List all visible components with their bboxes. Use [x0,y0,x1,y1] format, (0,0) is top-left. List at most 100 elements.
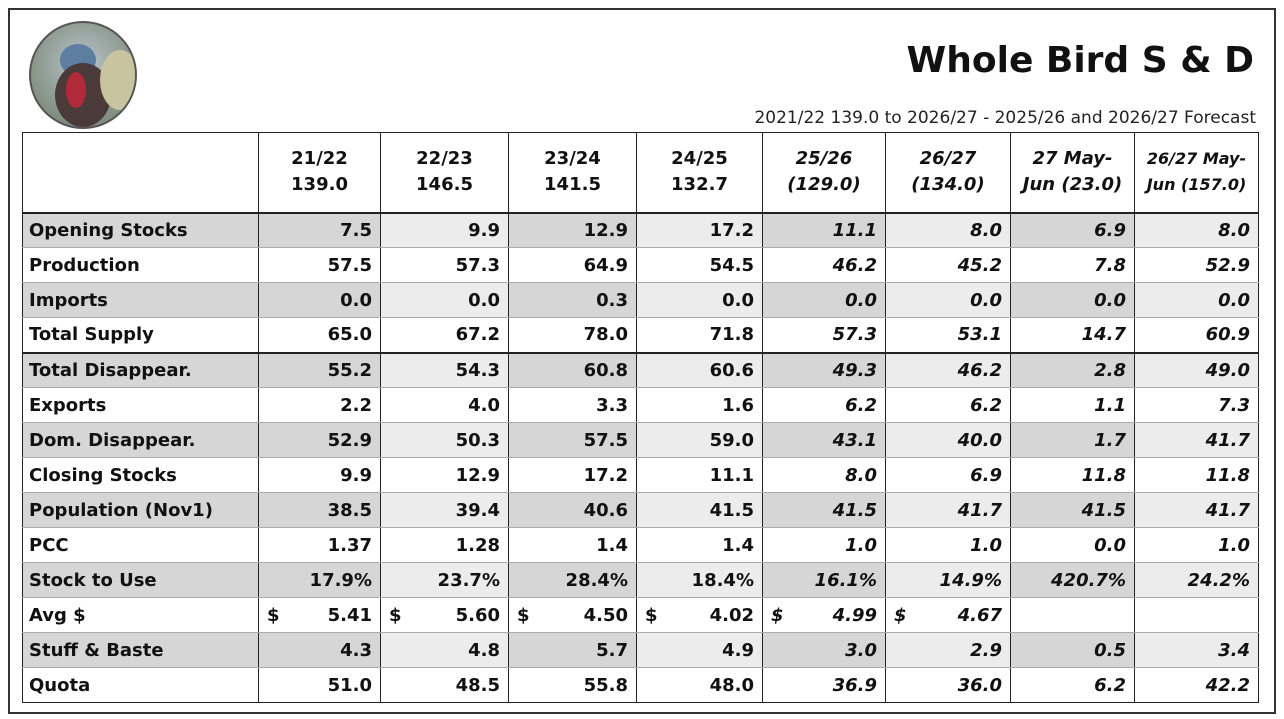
value: 71.8 [709,324,754,346]
row-label: Production [22,247,259,283]
cell: $4.50 [508,597,637,633]
cell: 17.2 [508,457,637,493]
cell: 1.28 [380,527,509,563]
value: 57.5 [583,429,628,451]
value: 7.8 [1094,254,1126,276]
value: 6.9 [970,464,1002,486]
header-cell [22,132,259,214]
header-line: 141.5 [544,174,601,196]
cell: 3.4 [1134,632,1259,668]
value: 18.4% [691,569,754,591]
cell: 41.7 [1134,422,1259,458]
table: 21/22 139.0 22/23 146.5 23/24 141.5 24/25 132.7… [22,132,1259,703]
value: 16.1% [814,569,877,591]
header-line: 26/27 May- [1146,149,1247,169]
cell: 12.9 [508,212,637,248]
row-label: Closing Stocks [22,457,259,493]
cell: 4.3 [258,632,381,668]
row-label: Stock to Use [22,562,259,598]
header-cell: 24/25 132.7 [636,132,763,214]
value: 51.0 [327,674,372,696]
value: 49.0 [1205,359,1250,381]
row-label: Total Disappear. [22,352,259,388]
value: 4.8 [468,639,500,661]
cell: 4.0 [380,387,509,423]
value: 4.99 [832,604,877,626]
row: Stuff & Baste 4.3 4.8 5.7 4.9 3.0 2.9 0.5 3.4 [22,632,1259,668]
cell: 6.9 [1010,212,1135,248]
header-line: 27 May- [1032,148,1113,170]
row-label: Stuff & Baste [22,632,259,668]
cell: 71.8 [636,317,763,354]
header-line: 146.5 [416,174,473,196]
value: 1.7 [1094,429,1126,451]
value: 14.9% [939,569,1002,591]
cell: 0.0 [1010,527,1135,563]
cell: 0.0 [762,282,886,318]
header-cell: 27 May- Jun (23.0) [1010,132,1135,214]
cell: 2.2 [258,387,381,423]
value: 57.3 [832,324,877,346]
cell: 48.0 [636,667,763,703]
value: 1.0 [845,534,877,556]
header-line: 132.7 [671,174,728,196]
cell: 6.2 [885,387,1011,423]
value: 60.9 [1205,324,1250,346]
cell: 59.0 [636,422,763,458]
cell: 4.9 [636,632,763,668]
cell: $5.60 [380,597,509,633]
value: 55.8 [583,674,628,696]
row-label: Imports [22,282,259,318]
row-label: Dom. Disappear. [22,422,259,458]
value: 2.9 [970,639,1002,661]
header-line: 22/23 [416,148,473,170]
header-line: Jun (23.0) [1022,174,1123,196]
value: 0.0 [340,289,372,311]
row: PCC 1.37 1.28 1.4 1.4 1.0 1.0 0.0 1.0 [22,527,1259,563]
value: 36.9 [832,674,877,696]
value: 0.0 [722,289,754,311]
value: 3.3 [596,394,628,416]
cell: 12.9 [380,457,509,493]
cell: 39.4 [380,492,509,528]
value: 43.1 [832,429,877,451]
cell: 49.0 [1134,352,1259,388]
cell: 0.0 [258,282,381,318]
value: 1.6 [722,394,754,416]
cell: 3.0 [762,632,886,668]
cell: 0.0 [1010,282,1135,318]
value: 0.0 [1094,534,1126,556]
value: 0.0 [1218,289,1250,311]
cell: 60.6 [636,352,763,388]
value: 28.4% [565,569,628,591]
value: 7.3 [1218,394,1250,416]
row: Total Supply 65.0 67.2 78.0 71.8 57.3 53.1 14.7… [22,317,1259,354]
cell: 1.4 [636,527,763,563]
cell: 1.4 [508,527,637,563]
cell: 0.0 [636,282,763,318]
cell: 24.2% [1134,562,1259,598]
value: 0.3 [596,289,628,311]
row-label: Quota [22,667,259,703]
row: Production 57.5 57.3 64.9 54.5 46.2 45.2 7.8 52.… [22,247,1259,283]
header-cell: 26/27 May- Jun (157.0) [1134,132,1259,214]
cell: 1.37 [258,527,381,563]
cell: 9.9 [380,212,509,248]
value: 41.7 [1205,499,1250,521]
cell: 16.1% [762,562,886,598]
value: 2.8 [1094,359,1126,381]
value: 48.5 [455,674,500,696]
cell: 78.0 [508,317,637,354]
cell: 11.8 [1134,457,1259,493]
cell [1010,597,1135,633]
row-label: Exports [22,387,259,423]
cell: $4.67 [885,597,1011,633]
cell: 7.3 [1134,387,1259,423]
value: 3.4 [1218,639,1250,661]
value: 4.02 [709,604,754,626]
cell: 0.0 [380,282,509,318]
cell: 11.8 [1010,457,1135,493]
row-label: PCC [22,527,259,563]
header-cell: 22/23 146.5 [380,132,509,214]
cell: 52.9 [1134,247,1259,283]
